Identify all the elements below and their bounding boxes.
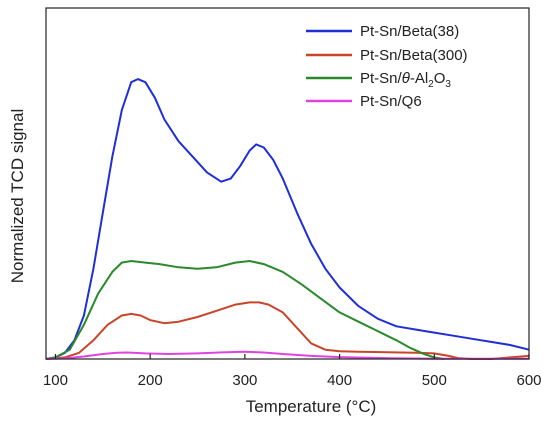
series-line-3 <box>45 350 529 360</box>
x-tick-label: 500 <box>422 372 447 389</box>
plot-lines <box>45 78 530 360</box>
legend-label-beta300: Pt-Sn/Beta(300) <box>360 47 468 64</box>
legend-label-q6: Pt-Sn/Q6 <box>360 93 422 110</box>
legend-label-al2o3: Pt-Sn/θ-Al2O3 <box>360 70 451 90</box>
x-axis-title: Temperature (°C) <box>246 397 377 416</box>
series-line-0 <box>45 78 530 360</box>
legend: Pt-Sn/Beta(38) Pt-Sn/Beta(300) Pt-Sn/θ-A… <box>306 23 468 110</box>
y-axis-title: Normalized TCD signal <box>8 109 27 283</box>
x-axis: 100 200 300 400 500 600 <box>43 354 542 389</box>
series-line-1 <box>45 301 530 360</box>
x-tick-label: 200 <box>138 372 163 389</box>
plot-border <box>45 7 530 360</box>
series-line-2 <box>45 260 444 360</box>
x-tick-label: 600 <box>516 372 541 389</box>
axes-frame <box>45 7 530 360</box>
x-tick-label: 300 <box>232 372 257 389</box>
legend-label-beta38: Pt-Sn/Beta(38) <box>360 23 459 40</box>
x-tick-label: 400 <box>327 372 352 389</box>
x-tick-label: 100 <box>43 372 68 389</box>
